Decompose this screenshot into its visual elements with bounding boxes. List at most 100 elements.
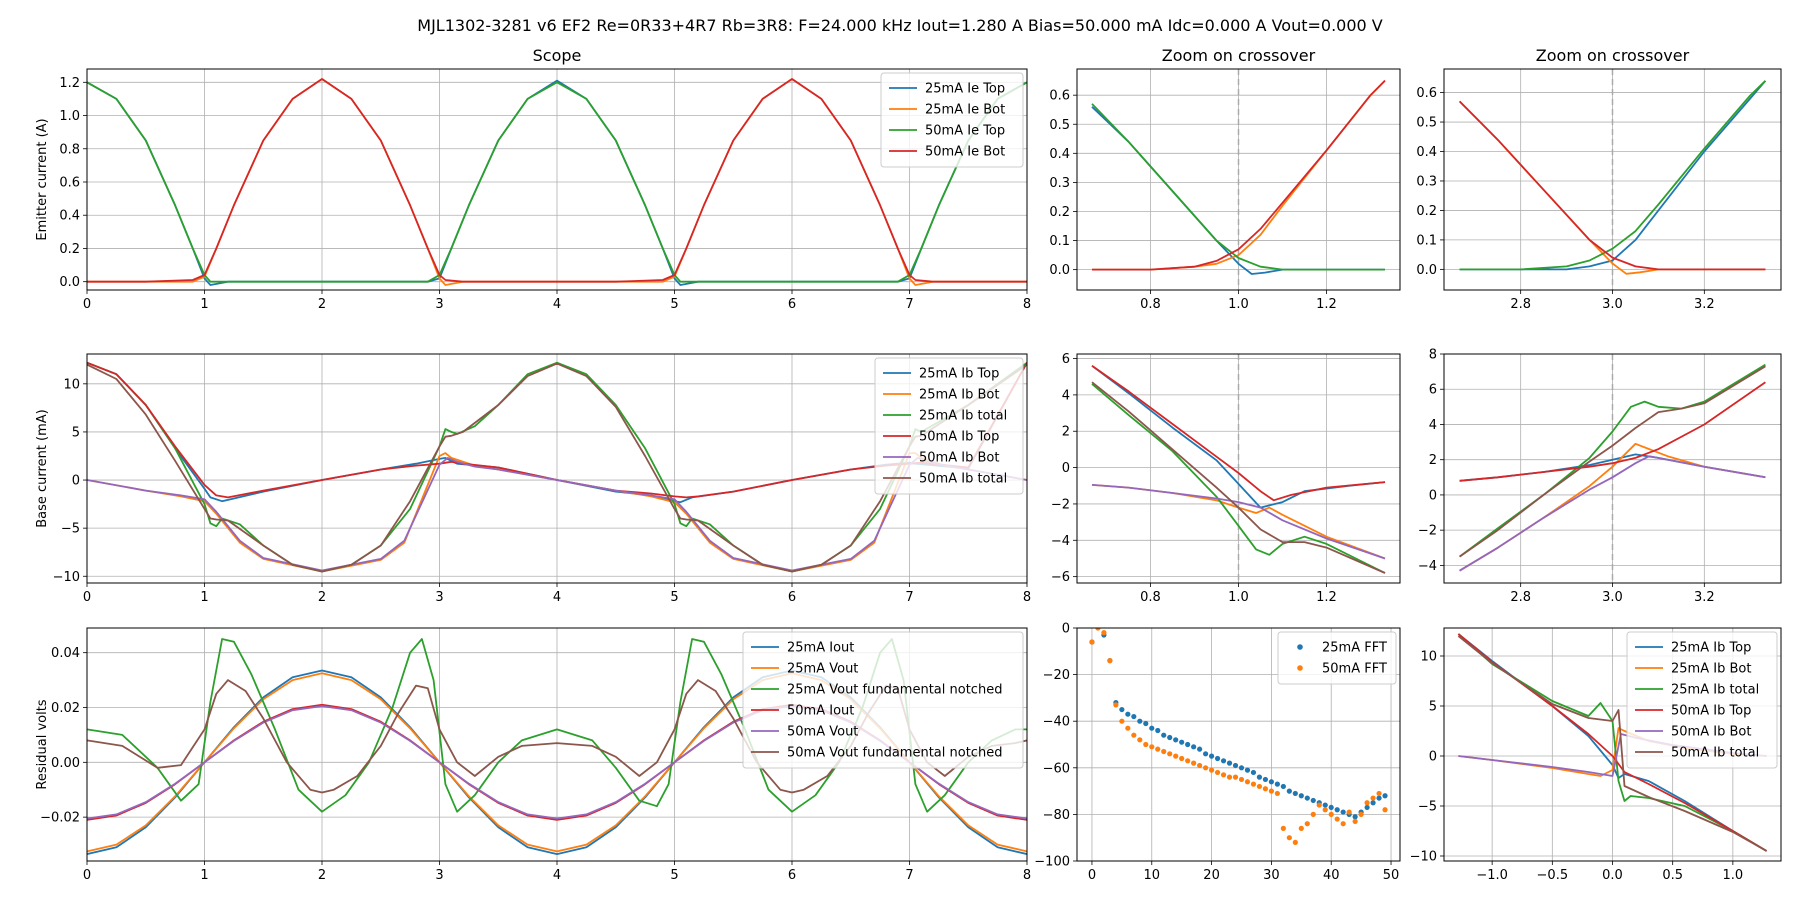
legend-label: 50mA Ib Bot [1671, 725, 1751, 740]
x-tick-label: 10 [1143, 868, 1160, 883]
x-tick-label: 7 [905, 297, 913, 312]
data-point [1238, 776, 1245, 783]
x-tick-label: 3 [435, 297, 443, 312]
data-point [1095, 628, 1101, 631]
data-point [1161, 748, 1167, 755]
y-tick-label: 0.1 [1049, 234, 1070, 249]
x-tick-label: 3.2 [1694, 590, 1715, 605]
x-tick-label: 1.0 [1723, 868, 1744, 883]
y-axis-label: Emitter current (A) [35, 118, 50, 240]
y-tick-label: −100 [1034, 855, 1070, 870]
y-tick-label: 0.3 [1416, 174, 1437, 189]
series-line [87, 79, 1027, 286]
legend-label: 25mA Ib Bot [1671, 662, 1751, 677]
data-point [1328, 804, 1334, 811]
data-point [1346, 809, 1352, 815]
y-tick-label: 0.3 [1049, 176, 1070, 191]
axes-frame [86, 353, 1028, 584]
legend-label: 25mA Vout fundamental notched [787, 683, 1002, 698]
axes-frame [86, 627, 1028, 862]
data-point [1280, 825, 1286, 831]
x-tick-label: 1.2 [1316, 590, 1337, 605]
data-point [1244, 767, 1251, 773]
y-tick-label: 1.2 [59, 76, 80, 91]
legend-box [1626, 631, 1778, 769]
y-tick-label: 10 [1420, 650, 1437, 665]
legend-label: 50mA Ib Top [919, 430, 999, 445]
data-point [1358, 811, 1364, 818]
data-point [1352, 814, 1358, 820]
data-point [1232, 762, 1239, 769]
y-tick-label: 0.00 [51, 756, 80, 771]
x-tick-label: 2 [318, 297, 326, 312]
y-tick-label: −4 [1418, 559, 1437, 574]
x-tick-label: 3.0 [1602, 590, 1623, 605]
data-point [1340, 809, 1346, 815]
panel-p3: 2.8 3.0 3.2 0.0 0.1 0.2 0.3 0.4 0.5 0.6 Zoom on cr… [1416, 46, 1782, 312]
data-point [1322, 807, 1328, 813]
legend-label: 25mA FFT [1322, 641, 1387, 656]
legend: 25mA Iout 25mA Vout 25mA Vout fundamental … [742, 631, 1024, 769]
x-tick-label: 8 [1023, 590, 1031, 605]
legend-label: 50mA Vout [787, 725, 858, 740]
y-tick-label: 0 [1062, 461, 1070, 476]
y-tick-label: −6 [1051, 570, 1070, 585]
x-tick-label: 6 [788, 868, 796, 883]
y-tick-label: −5 [1418, 800, 1437, 815]
x-tick-label: 2 [318, 590, 326, 605]
legend-label: 50mA Ib Bot [919, 451, 999, 466]
data-point [1143, 720, 1149, 727]
y-tick-label: 2 [1062, 425, 1070, 440]
data-point [1131, 732, 1137, 738]
x-tick-label: 40 [1323, 868, 1340, 883]
data-point [1155, 727, 1161, 734]
x-tick-label: 1 [200, 297, 208, 312]
data-point [1364, 800, 1370, 806]
y-tick-label: −10 [1410, 850, 1437, 865]
data-point [1274, 790, 1280, 797]
panel-title: Zoom on crossover [1536, 46, 1690, 65]
series-line [87, 81, 1027, 283]
data-point [1197, 746, 1203, 752]
series-line [1091, 103, 1385, 271]
y-axis-label: Residual volts [35, 699, 50, 789]
x-tick-label: 4 [553, 868, 561, 883]
x-tick-label: 2.8 [1510, 297, 1531, 312]
series-line [1459, 455, 1766, 572]
y-tick-label: −20 [1043, 668, 1070, 683]
x-tick-label: 4 [553, 590, 561, 605]
y-tick-label: −2 [1051, 497, 1070, 512]
data-point [1286, 835, 1292, 841]
data-point [1316, 802, 1322, 808]
legend-label: 25mA Ie Bot [925, 103, 1005, 118]
axes-frame [1443, 353, 1782, 584]
data-point [1137, 718, 1143, 724]
data-point [1328, 811, 1334, 818]
data-point [1250, 781, 1257, 787]
x-tick-label: 0.8 [1140, 297, 1161, 312]
x-tick-label: 5 [670, 297, 678, 312]
data-point [1286, 788, 1292, 794]
x-tick-label: 0 [83, 590, 91, 605]
data-point [1250, 769, 1257, 776]
legend-label: 25mA Ib Top [919, 367, 999, 382]
x-tick-label: 6 [788, 590, 796, 605]
x-tick-label: −1.0 [1476, 868, 1508, 883]
y-tick-label: 0.8 [59, 142, 80, 157]
legend-box [742, 631, 1024, 769]
x-tick-label: 50 [1383, 868, 1400, 883]
data-point [1298, 793, 1304, 799]
data-point [1179, 739, 1185, 745]
plot-area [1091, 365, 1386, 574]
x-tick-label: 8 [1023, 868, 1031, 883]
data-point [1149, 744, 1155, 750]
y-tick-label: 0.2 [1416, 204, 1437, 219]
legend-label: 50mA Ib total [919, 472, 1007, 487]
data-point [1310, 797, 1316, 804]
y-tick-label: −80 [1043, 808, 1070, 823]
y-tick-label: 0.02 [51, 701, 80, 716]
x-tick-label: 0.5 [1662, 868, 1683, 883]
panel-p1: 0 1 2 3 4 5 6 7 8 0.0 0.2 0.4 0.6 0.8 1.0 1.2 Scope Emitt… [35, 46, 1031, 312]
data-point [1149, 725, 1155, 731]
y-tick-label: 0.04 [51, 646, 80, 661]
